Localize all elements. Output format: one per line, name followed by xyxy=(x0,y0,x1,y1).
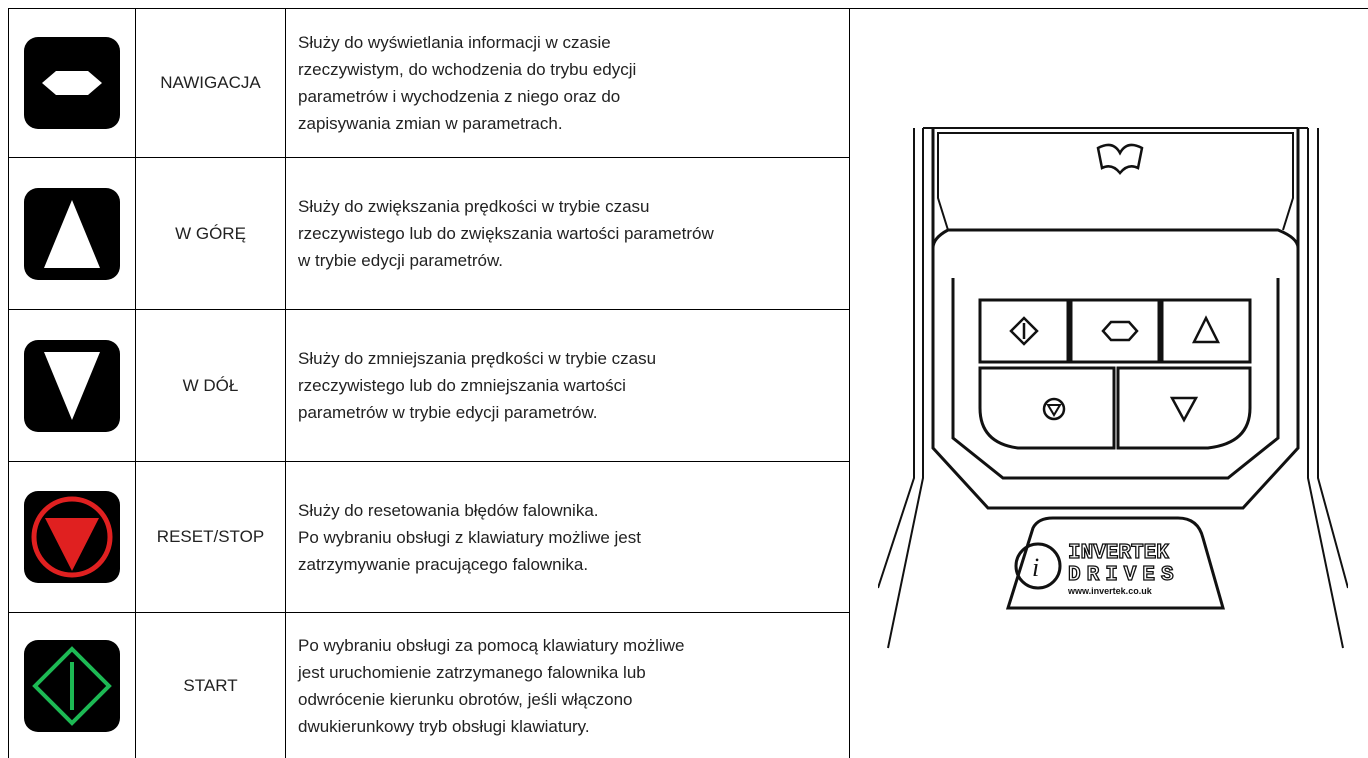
key-description: Służy do zwiększania prędkości w trybie … xyxy=(298,158,841,309)
description-line: parametrów i wychodzenia z niego oraz do xyxy=(298,86,621,106)
key-icon-cell xyxy=(9,8,136,157)
key-icon xyxy=(24,491,120,583)
key-description: Po wybraniu obsługi za pomocą klawiatury… xyxy=(298,613,841,758)
description-line: Służy do resetowania błędów falownika. xyxy=(298,500,599,520)
description-line: Po wybraniu obsługi za pomocą klawiatury… xyxy=(298,635,685,655)
key-icon-cell xyxy=(9,462,136,612)
description-line: Po wybraniu obsługi z klawiatury możliwe… xyxy=(298,527,641,547)
key-name: W GÓRĘ xyxy=(136,158,286,309)
key-description: Służy do zmniejszania prędkości w trybie… xyxy=(298,310,841,461)
key-icon-cell xyxy=(9,158,136,309)
description-line: rzeczywistym, do wchodzenia do trybu edy… xyxy=(298,59,637,79)
description-line: odwrócenie kierunku obrotów, jeśli włącz… xyxy=(298,689,633,709)
key-description: Służy do wyświetlania informacji w czasi… xyxy=(298,8,841,157)
key-description: Służy do resetowania błędów falownika. Po… xyxy=(298,462,841,612)
description-line: parametrów w trybie edycji parametrów. xyxy=(298,403,598,422)
key-icon-cell xyxy=(9,310,136,461)
description-line: zapisywania zmian w parametrach. xyxy=(298,113,563,133)
table-row: RESET/STOP Służy do resetowania błędów fa… xyxy=(8,462,850,613)
description-line: Służy do wyświetlania informacji w czasi… xyxy=(298,32,611,52)
description-line: Służy do zwiększania prędkości w trybie … xyxy=(298,197,650,216)
table-row: NAWIGACJA Służy do wyświetlania informacj… xyxy=(8,8,850,158)
description-line: rzeczywistego lub do zwiększania wartośc… xyxy=(298,224,714,243)
key-name: RESET/STOP xyxy=(136,462,286,612)
key-icon xyxy=(24,639,120,732)
svg-text:i: i xyxy=(1032,553,1039,582)
key-name: START xyxy=(136,613,286,758)
logo-drives: DRIVES xyxy=(1068,564,1180,587)
key-icon xyxy=(24,36,120,129)
description-line: zatrzymywanie pracującego falownika. xyxy=(298,554,589,574)
logo-url: www.invertek.co.uk xyxy=(1067,586,1153,596)
description-line: Służy do zmniejszania prędkości w trybie… xyxy=(298,349,657,368)
table-row: START Po wybraniu obsługi za pomocą klawi… xyxy=(8,613,850,758)
description-line: dwukierunkowy tryb obsługi klawiatury. xyxy=(298,716,590,736)
key-icon-cell xyxy=(9,613,136,758)
description-line: rzeczywistego lub do zmniejszania wartoś… xyxy=(298,376,626,395)
keypad-drawing: i INVERTEK DRIVES www.invertek.co.uk xyxy=(878,127,1348,649)
top-rule xyxy=(8,8,1368,9)
logo-brand: INVERTEK xyxy=(1068,542,1169,565)
key-icon xyxy=(24,187,120,280)
key-name: W DÓŁ xyxy=(136,310,286,461)
table-row: W GÓRĘ Służy do zwiększania prędkości w t… xyxy=(8,158,850,310)
key-icon xyxy=(24,339,120,432)
description-line: w trybie edycji parametrów. xyxy=(298,251,504,270)
description-line: jest uruchomienie zatrzymanego falownika… xyxy=(298,662,646,682)
table-row: W DÓŁ Służy do zmniejszania prędkości w t… xyxy=(8,310,850,462)
key-name: NAWIGACJA xyxy=(136,8,286,157)
